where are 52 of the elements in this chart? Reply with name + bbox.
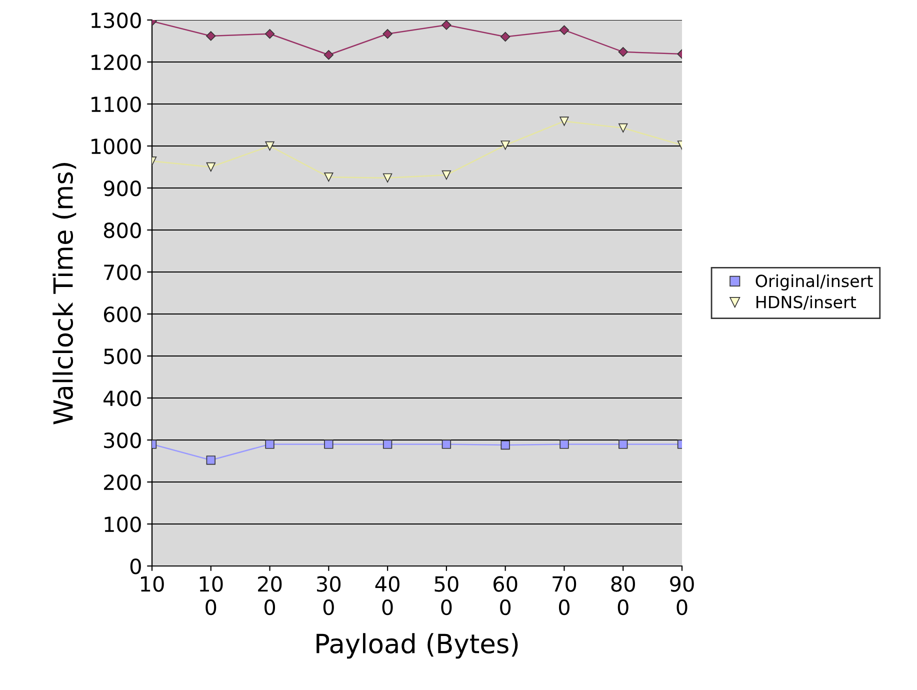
y-tick-label: 400 — [104, 390, 141, 406]
x-tick-label: 700 — [552, 576, 576, 616]
point — [500, 32, 510, 42]
point — [442, 440, 452, 449]
point — [265, 440, 274, 449]
point — [618, 47, 628, 57]
x-tick-label: 500 — [434, 576, 458, 616]
x-tick-label: 400 — [375, 576, 400, 616]
x-tick-label: 10 — [141, 576, 164, 592]
y-tick-label: 100 — [104, 516, 141, 532]
point — [206, 162, 216, 172]
point — [382, 440, 392, 449]
y-tick-label: 600 — [104, 306, 141, 322]
point — [265, 141, 274, 151]
point — [206, 31, 216, 41]
point — [382, 29, 392, 39]
point — [324, 440, 334, 449]
y-tick-label: 1100 — [92, 96, 141, 112]
point — [560, 116, 569, 126]
y-tick-label: 700 — [104, 264, 141, 280]
x-tick-label: 300 — [317, 576, 341, 616]
x-tick-label: 900 — [670, 576, 694, 616]
y-axis-title: Wallclock Time (ms) — [52, 163, 76, 424]
point — [618, 123, 628, 133]
point — [560, 440, 569, 449]
point — [264, 29, 275, 39]
y-tick-label: 500 — [104, 348, 141, 364]
legend-label: HDNS/insert — [756, 296, 856, 310]
y-tick-label: 200 — [104, 474, 141, 490]
point — [206, 456, 216, 465]
y-tick-label: 300 — [104, 432, 141, 448]
legend-label: Original/insert — [756, 274, 873, 290]
y-tick-label: 1200 — [92, 54, 141, 70]
point — [382, 173, 392, 183]
point — [500, 140, 510, 150]
y-tick-label: 1000 — [92, 138, 141, 154]
y-tick-label: 900 — [104, 180, 141, 196]
y-tick-label: 800 — [104, 222, 141, 238]
point — [500, 440, 510, 450]
point — [559, 25, 570, 35]
point — [442, 170, 452, 180]
x-axis-title: Payload (Bytes) — [316, 633, 518, 659]
x-tick-label: 200 — [258, 576, 282, 616]
x-tick-label: 600 — [494, 576, 518, 616]
point — [618, 440, 628, 449]
point — [324, 172, 334, 182]
point — [442, 20, 452, 30]
y-tick-label: 1300 — [92, 12, 141, 28]
x-tick-label: 100 — [200, 576, 223, 616]
point — [324, 50, 334, 60]
x-tick-label: 800 — [611, 576, 635, 616]
y-tick-label: 0 — [130, 558, 141, 574]
